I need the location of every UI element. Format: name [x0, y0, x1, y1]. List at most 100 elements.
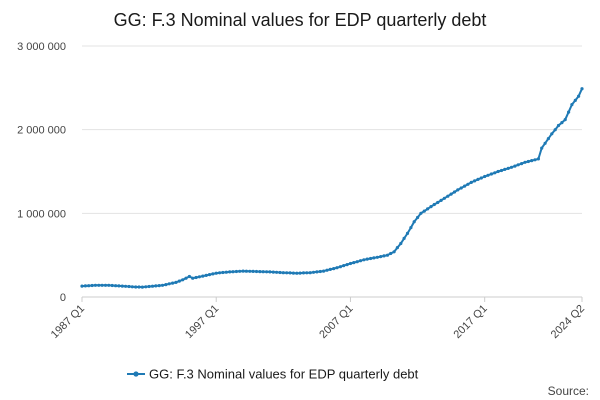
data-point[interactable] — [134, 285, 138, 289]
data-point[interactable] — [563, 118, 567, 122]
data-point[interactable] — [560, 121, 564, 125]
data-point[interactable] — [573, 98, 577, 102]
data-point[interactable] — [365, 257, 369, 261]
data-point[interactable] — [503, 167, 507, 171]
data-point[interactable] — [449, 192, 453, 196]
data-point[interactable] — [402, 236, 406, 240]
data-point[interactable] — [244, 269, 248, 273]
data-point[interactable] — [345, 263, 349, 267]
data-point[interactable] — [536, 157, 541, 161]
data-point[interactable] — [520, 162, 524, 166]
data-point[interactable] — [489, 172, 493, 176]
data-point[interactable] — [442, 196, 446, 200]
data-point[interactable] — [211, 272, 215, 276]
data-point[interactable] — [526, 159, 530, 164]
data-point[interactable] — [234, 269, 238, 274]
data-point[interactable] — [352, 261, 356, 265]
data-point[interactable] — [164, 283, 168, 287]
data-point[interactable] — [369, 256, 373, 261]
data-point[interactable] — [157, 284, 161, 288]
data-point[interactable] — [114, 284, 118, 288]
data-point[interactable] — [218, 271, 222, 275]
data-point[interactable] — [197, 275, 201, 279]
data-point[interactable] — [301, 271, 306, 275]
data-point[interactable] — [311, 270, 316, 274]
data-point[interactable] — [318, 269, 322, 274]
data-point[interactable] — [265, 270, 269, 274]
data-point[interactable] — [285, 271, 289, 275]
data-point[interactable] — [375, 255, 379, 259]
data-point[interactable] — [167, 282, 171, 286]
data-point[interactable] — [305, 271, 309, 275]
data-point[interactable] — [392, 250, 396, 254]
data-point[interactable] — [288, 271, 292, 275]
data-point[interactable] — [150, 284, 155, 288]
data-point[interactable] — [308, 271, 312, 275]
data-point[interactable] — [130, 285, 134, 289]
data-point[interactable] — [362, 258, 366, 262]
data-point[interactable] — [322, 269, 326, 273]
data-point[interactable] — [110, 283, 114, 288]
data-point[interactable] — [187, 274, 191, 279]
data-point[interactable] — [140, 285, 144, 289]
data-point[interactable] — [463, 184, 467, 188]
data-point[interactable] — [509, 165, 514, 169]
data-point[interactable] — [577, 94, 581, 98]
data-point[interactable] — [546, 137, 551, 141]
data-point[interactable] — [174, 280, 178, 284]
data-point[interactable] — [137, 285, 141, 289]
data-point[interactable] — [486, 173, 490, 177]
data-point[interactable] — [550, 132, 554, 136]
data-point[interactable] — [93, 283, 97, 287]
data-point[interactable] — [473, 179, 477, 183]
data-point[interactable] — [469, 180, 473, 184]
data-point[interactable] — [530, 159, 534, 163]
data-point[interactable] — [456, 188, 460, 192]
data-point[interactable] — [419, 211, 423, 215]
data-point[interactable] — [117, 284, 121, 288]
data-point[interactable] — [124, 284, 128, 288]
data-point[interactable] — [513, 164, 517, 168]
data-point[interactable] — [271, 270, 275, 274]
data-point[interactable] — [429, 205, 433, 209]
data-point[interactable] — [221, 270, 225, 275]
data-point[interactable] — [506, 166, 510, 170]
data-point[interactable] — [452, 190, 457, 194]
data-point[interactable] — [516, 163, 520, 167]
data-point[interactable] — [496, 169, 500, 174]
data-point[interactable] — [580, 87, 584, 91]
data-point[interactable] — [298, 271, 302, 275]
data-point[interactable] — [254, 269, 259, 274]
data-point[interactable] — [466, 182, 470, 186]
data-point[interactable] — [335, 266, 339, 270]
data-point[interactable] — [439, 198, 443, 202]
data-point[interactable] — [278, 270, 282, 275]
data-point[interactable] — [100, 283, 104, 287]
data-point[interactable] — [90, 283, 94, 288]
data-point[interactable] — [214, 271, 218, 275]
data-point[interactable] — [97, 283, 101, 287]
data-point[interactable] — [422, 209, 426, 213]
data-point[interactable] — [275, 270, 279, 274]
data-point[interactable] — [405, 231, 410, 235]
data-point[interactable] — [144, 285, 148, 289]
data-point[interactable] — [499, 168, 504, 173]
data-point[interactable] — [325, 268, 329, 272]
data-point[interactable] — [238, 269, 242, 273]
data-point[interactable] — [483, 174, 487, 179]
data-point[interactable] — [358, 259, 363, 263]
data-point[interactable] — [338, 265, 342, 269]
data-point[interactable] — [479, 176, 483, 180]
data-point[interactable] — [171, 281, 175, 285]
data-point[interactable] — [382, 254, 386, 258]
data-point[interactable] — [332, 267, 336, 271]
data-point[interactable] — [556, 123, 561, 128]
data-point[interactable] — [103, 283, 108, 287]
data-point[interactable] — [372, 256, 376, 260]
data-point[interactable] — [379, 255, 383, 259]
data-point[interactable] — [241, 269, 245, 273]
data-point[interactable] — [543, 141, 547, 145]
data-point[interactable] — [409, 226, 413, 230]
data-point[interactable] — [80, 284, 84, 288]
data-point[interactable] — [412, 220, 416, 224]
